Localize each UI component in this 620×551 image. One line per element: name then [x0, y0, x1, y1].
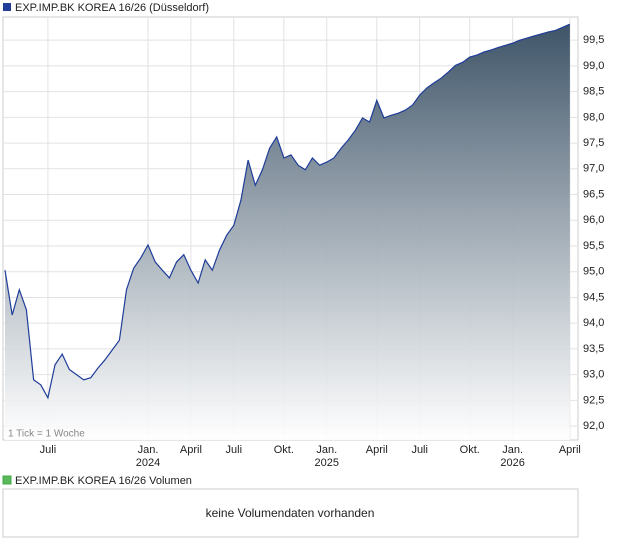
- y-tick-label: 99,5: [583, 34, 604, 46]
- area: [5, 24, 570, 440]
- volume-panel: [2, 488, 579, 538]
- x-tick-label: April: [180, 444, 202, 456]
- x-tick-label: Jan.: [502, 444, 523, 456]
- y-tick-label: 98,5: [583, 86, 604, 98]
- x-tick-label: Juli: [226, 444, 243, 456]
- y-tick-label: 99,0: [583, 60, 604, 72]
- x-tick-label: Okt.: [274, 444, 294, 456]
- volume-legend: EXP.IMP.BK KOREA 16/26 Volumen: [15, 475, 192, 487]
- y-tick-label: 92,5: [583, 394, 604, 406]
- y-tick-label: 96,0: [583, 214, 604, 226]
- x-tick-label: Juli: [40, 444, 57, 456]
- y-tick-label: 95,0: [583, 266, 604, 278]
- x-year-label: 2026: [500, 457, 524, 469]
- y-tick-label: 93,5: [583, 343, 604, 355]
- y-tick-label: 93,0: [583, 369, 604, 381]
- y-tick-label: 94,0: [583, 317, 604, 329]
- volume-legend-swatch: [2, 475, 12, 485]
- x-tick-label: April: [366, 444, 388, 456]
- y-tick-label: 94,5: [583, 291, 604, 303]
- x-tick-label: Jan.: [138, 444, 159, 456]
- legend-swatch: [3, 3, 11, 11]
- y-tick-label: 97,0: [583, 163, 604, 175]
- volume-message: keine Volumendaten vorhanden: [206, 506, 375, 520]
- x-tick-label: Juli: [411, 444, 428, 456]
- x-tick-label: April: [559, 444, 581, 456]
- x-tick-label: Okt.: [460, 444, 480, 456]
- y-tick-label: 92,0: [583, 420, 604, 432]
- y-tick-label: 97,5: [583, 137, 604, 149]
- line: [4, 23, 571, 400]
- tick-note: 1 Tick = 1 Woche: [8, 429, 85, 440]
- chart-title: EXP.IMP.BK KOREA 16/26 (Düsseldorf): [15, 2, 209, 14]
- x-year-label: 2024: [136, 457, 160, 469]
- x-tick-label: Jan.: [316, 444, 337, 456]
- y-tick-label: 98,0: [583, 111, 604, 123]
- y-tick-label: 95,5: [583, 240, 604, 252]
- x-year-label: 2025: [315, 457, 339, 469]
- y-tick-label: 96,5: [583, 188, 604, 200]
